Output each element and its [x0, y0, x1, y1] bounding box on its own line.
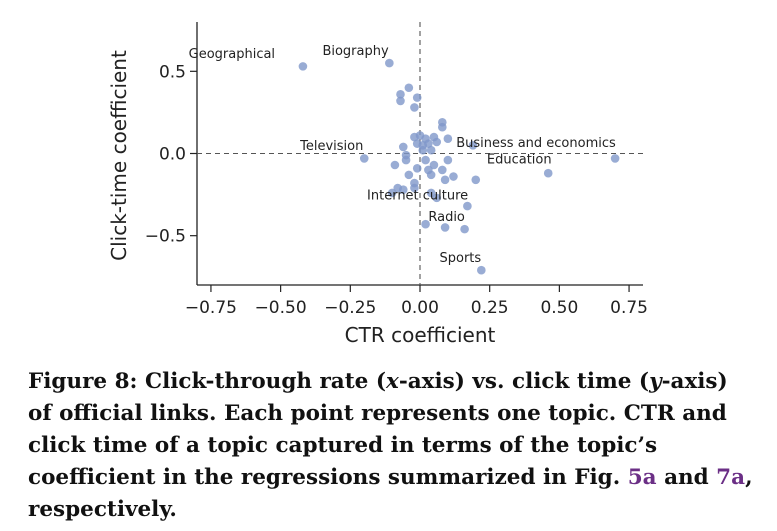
figure-ref-5a[interactable]: 5a: [627, 465, 657, 490]
caption-xvar: x: [386, 369, 399, 394]
data-point: [398, 185, 408, 194]
data-point: [424, 139, 433, 148]
data-point: [396, 96, 405, 106]
data-point: [443, 155, 453, 165]
point-annotation: Business and economics: [456, 136, 616, 151]
data-point: [421, 155, 430, 165]
caption-suffix: , respectively.: [28, 465, 753, 522]
data-point: [463, 201, 472, 211]
data-point: [426, 145, 436, 155]
y-tick-label: 0.5: [159, 62, 186, 82]
data-point: [443, 134, 453, 144]
data-point: [460, 224, 469, 234]
data-point: [387, 188, 397, 198]
data-point: [610, 154, 620, 163]
scatter-chart: −0.75 −0.50 −0.25 0.00 0.25 0.50 0.75 0.5 0.0 −0.…: [107, 22, 648, 347]
reference-lines: [197, 22, 643, 285]
point-annotation: Geographical: [189, 47, 275, 62]
point-annotation: Internet culture: [367, 189, 468, 204]
data-point: [385, 58, 394, 68]
data-point: [429, 160, 439, 170]
axes: −0.75 −0.50 −0.25 0.00 0.25 0.50 0.75 0.5 0.0 −0.…: [145, 22, 648, 318]
caption-prefix: Figure 8: Click-through rate (: [28, 369, 386, 394]
point-annotations: Geographical Biography Television Business …: [189, 44, 616, 266]
data-point: [438, 122, 447, 132]
x-tick-label: 0.75: [610, 298, 648, 318]
caption-mid2: -axis) of official links. Each point rep…: [28, 369, 728, 490]
data-point: [398, 142, 408, 152]
data-point: [404, 170, 414, 180]
data-point: [543, 168, 553, 178]
point-annotation: Radio: [428, 210, 465, 225]
figure: −0.75 −0.50 −0.25 0.00 0.25 0.50 0.75 0.5 0.0 −0.…: [107, 22, 648, 347]
data-point: [421, 219, 430, 229]
data-point: [298, 62, 308, 71]
x-tick-label: 0.00: [401, 298, 439, 318]
data-point: [440, 175, 450, 185]
point-annotation: Sports: [440, 251, 482, 266]
data-point: [471, 175, 481, 185]
x-tick-label: 0.25: [471, 298, 509, 318]
data-points: [298, 58, 620, 275]
data-point: [410, 103, 419, 112]
caption-and: and: [656, 465, 717, 490]
data-point: [412, 93, 422, 102]
data-point: [390, 160, 400, 170]
data-point: [426, 188, 436, 198]
figure-ref-7a[interactable]: 7a: [716, 465, 746, 490]
data-point: [418, 145, 428, 155]
x-tick-label: −0.50: [255, 298, 307, 318]
data-point: [449, 172, 458, 181]
data-point: [396, 90, 405, 99]
data-point: [426, 170, 436, 180]
data-point: [432, 137, 442, 147]
caption-mid1: -axis) vs. click time (: [398, 369, 650, 394]
data-point: [432, 193, 442, 203]
data-point: [468, 140, 478, 150]
data-point: [438, 165, 447, 175]
x-axis-label: CTR coefficient: [345, 323, 496, 347]
data-point: [359, 154, 369, 163]
point-annotation: Biography: [322, 44, 389, 59]
x-tick-label: 0.50: [540, 298, 578, 318]
y-tick-label: −0.5: [145, 227, 186, 247]
y-tick-label: 0.0: [159, 145, 186, 165]
caption-yvar: y: [649, 369, 662, 394]
data-point: [440, 223, 450, 232]
x-tick-label: −0.75: [185, 298, 237, 318]
y-axis-label: Click-time coefficient: [107, 50, 131, 261]
data-point: [477, 265, 486, 275]
data-point: [404, 83, 414, 93]
figure-caption: Figure 8: Click-through rate (x-axis) vs…: [28, 366, 758, 526]
data-point: [412, 163, 422, 173]
data-point: [401, 155, 411, 165]
data-point: [410, 183, 419, 193]
point-annotation: Television: [299, 139, 363, 154]
x-tick-label: −0.25: [324, 298, 376, 318]
point-annotation: Education: [487, 152, 552, 167]
